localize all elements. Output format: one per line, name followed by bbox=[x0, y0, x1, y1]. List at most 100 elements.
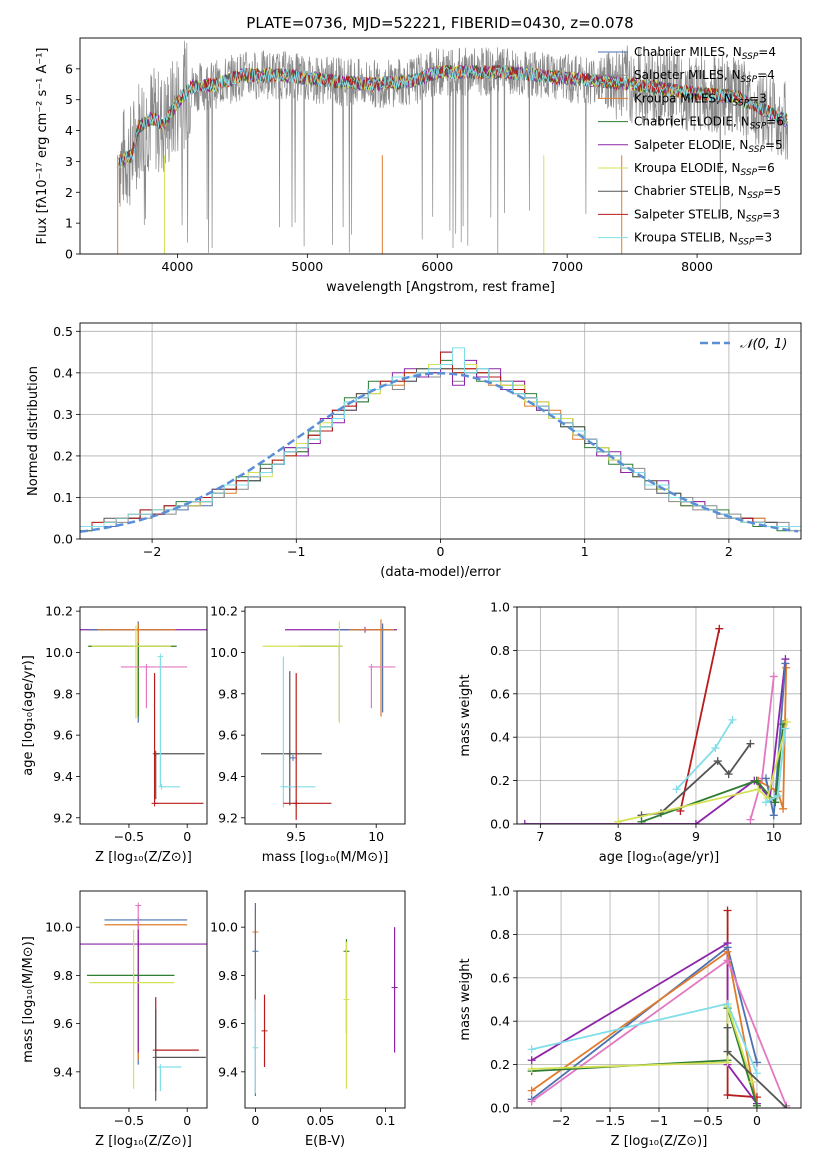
y-tick-label: 0.2 bbox=[53, 448, 73, 463]
series-marker bbox=[723, 1058, 732, 1067]
x-tick-label: 7000 bbox=[551, 259, 583, 274]
histograms bbox=[80, 347, 801, 533]
series bbox=[520, 624, 791, 824]
legend-label: Kroupa ELODIE, NSSP=6 bbox=[634, 161, 775, 178]
series-marker bbox=[527, 1045, 536, 1054]
errorbars bbox=[252, 903, 398, 1096]
x-tick-label: 4000 bbox=[162, 259, 194, 274]
y-axis-label: mass weight bbox=[458, 958, 473, 1040]
y-tick-label: 0.0 bbox=[490, 1101, 510, 1116]
y-tick-label: 10.2 bbox=[210, 604, 238, 619]
y-tick-label: 10.2 bbox=[45, 604, 73, 619]
legend-label: Chabrier ELODIE, NSSP=6 bbox=[634, 115, 784, 132]
series-marker bbox=[723, 1047, 732, 1056]
series-marker bbox=[752, 776, 761, 785]
panel-mass-weight-vs-Z: −2 −1.5 −1 −0.5 0 0.0 0.2 0.4 0.6 0.8 1.0 Z [log₁₀(… bbox=[458, 884, 802, 1149]
y-tick-label: 2 bbox=[65, 185, 73, 200]
data-point bbox=[135, 941, 142, 948]
x-tick-label: 9.5 bbox=[286, 829, 306, 844]
x-tick-label: 9 bbox=[692, 829, 700, 844]
data-point bbox=[290, 754, 296, 761]
series-marker bbox=[713, 757, 722, 766]
x-tick-label: 0 bbox=[251, 1113, 259, 1128]
panel-age-vs-mass: 9.5 10 9.2 9.4 9.6 9.8 10.0 10.2 mass [log₁₀(M/M… bbox=[210, 604, 406, 865]
series-marker bbox=[782, 718, 791, 727]
x-tick-label: 6000 bbox=[421, 259, 453, 274]
series-marker bbox=[527, 1056, 536, 1065]
y-tick-label: 0.6 bbox=[490, 686, 510, 701]
series-marker bbox=[723, 1023, 732, 1032]
y-tick-label: 0.4 bbox=[490, 730, 510, 745]
y-tick-label: 1 bbox=[65, 216, 73, 231]
errorbars bbox=[80, 621, 207, 807]
series-marker bbox=[723, 999, 732, 1008]
x-tick-label: 1 bbox=[581, 544, 589, 559]
x-tick-label: −1 bbox=[287, 544, 305, 559]
series-marker bbox=[781, 724, 790, 733]
y-tick-label: 6 bbox=[65, 61, 73, 76]
series-marker bbox=[723, 1090, 732, 1099]
data-point bbox=[157, 1064, 164, 1071]
y-tick-label: 0.4 bbox=[53, 365, 73, 380]
series-marker bbox=[527, 1086, 536, 1095]
y-tick-label: 1.0 bbox=[490, 884, 510, 899]
x-axis-label: (data-model)/error bbox=[380, 565, 501, 580]
data-point bbox=[130, 979, 137, 986]
x-tick-label: 0.1 bbox=[376, 1113, 396, 1128]
spectrum-traces bbox=[117, 40, 789, 254]
x-tick-label: 8000 bbox=[681, 259, 713, 274]
legend-label: Salpeter ELODIE, NSSP=5 bbox=[634, 138, 783, 155]
y-tick-label: 0.5 bbox=[53, 324, 73, 339]
axes-frame bbox=[79, 606, 208, 825]
axes-frame bbox=[79, 37, 802, 255]
y-tick-label: 9.2 bbox=[53, 810, 73, 825]
x-axis-label: wavelength [Angstrom, rest frame] bbox=[326, 280, 555, 295]
x-axis-label: E(B-V) bbox=[305, 1134, 345, 1149]
x-axis-label: Z [log₁₀(Z/Z⊙)] bbox=[611, 1134, 708, 1149]
x-tick-label: 0 bbox=[183, 1113, 191, 1128]
x-tick-label: 7 bbox=[536, 829, 544, 844]
y-tick-label: 0.1 bbox=[53, 490, 73, 505]
series-line bbox=[617, 721, 788, 823]
series-marker bbox=[746, 815, 755, 824]
data-point bbox=[158, 783, 165, 790]
x-tick-label: −1.5 bbox=[595, 1113, 625, 1128]
series-marker bbox=[782, 663, 791, 672]
series-marker bbox=[723, 906, 732, 915]
y-tick-label: 4 bbox=[65, 123, 73, 138]
data-point bbox=[280, 783, 287, 790]
series-marker bbox=[614, 817, 623, 824]
panel-residuals: −2 −1 0 1 2 0.0 0.1 0.2 0.3 0.4 0.5 (data-model)/er… bbox=[26, 322, 802, 580]
x-tick-label: 0 bbox=[183, 829, 191, 844]
series-marker bbox=[711, 744, 720, 753]
panel-spectrum: 4000 5000 6000 7000 8000 0 1 2 3 4 5 6 wavelength [A… bbox=[35, 37, 802, 295]
series-marker bbox=[771, 798, 780, 807]
x-tick-label: −2 bbox=[143, 544, 161, 559]
series-marker bbox=[691, 820, 700, 824]
observed-spectrum bbox=[118, 40, 789, 254]
axes-frame bbox=[244, 890, 406, 1109]
x-tick-label: −0.5 bbox=[114, 1113, 144, 1128]
series-marker bbox=[723, 947, 732, 956]
series-marker bbox=[748, 1077, 757, 1086]
data-point bbox=[293, 800, 300, 807]
x-tick-label: 0 bbox=[437, 544, 445, 559]
series-marker bbox=[781, 659, 790, 668]
errorbars bbox=[261, 619, 397, 820]
legend-label: Salpeter MILES, NSSP=4 bbox=[634, 68, 775, 85]
x-tick-label: 2 bbox=[725, 544, 733, 559]
series-marker bbox=[769, 811, 778, 820]
y-tick-label: 9.8 bbox=[53, 686, 73, 701]
y-tick-label: 0.2 bbox=[490, 1057, 510, 1072]
x-tick-label: −1 bbox=[650, 1113, 668, 1128]
y-tick-label: 9.4 bbox=[218, 1064, 238, 1079]
data-point bbox=[286, 750, 293, 757]
figure-title: PLATE=0736, MJD=52221, FIBERID=0430, z=0… bbox=[246, 14, 633, 32]
series-marker bbox=[752, 1069, 761, 1078]
histogram-step bbox=[80, 347, 801, 527]
series-marker bbox=[724, 770, 733, 779]
panel-mass-vs-EBV: 0 0.05 0.1 9.4 9.6 9.8 10.0 E(B-V) bbox=[210, 890, 406, 1149]
data-point bbox=[135, 902, 142, 909]
y-tick-label: 9.2 bbox=[218, 810, 238, 825]
x-tick-label: −0.5 bbox=[114, 829, 144, 844]
